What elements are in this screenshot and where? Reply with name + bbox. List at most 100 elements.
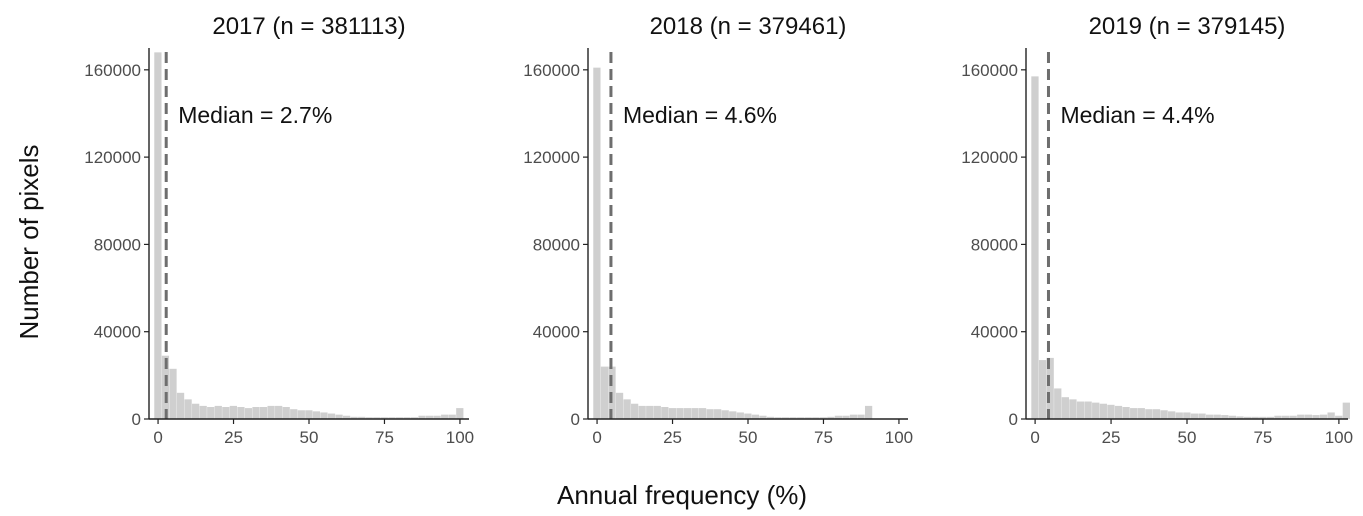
x-tick-label: 0 <box>592 428 601 447</box>
histogram-bar <box>342 415 351 419</box>
histogram-bar <box>425 415 434 419</box>
x-tick-label: 50 <box>739 428 758 447</box>
histogram-bar <box>1236 416 1244 419</box>
histogram-bar <box>395 417 404 419</box>
histogram-bar <box>282 406 290 419</box>
y-tick-label: 120000 <box>523 148 580 167</box>
histogram-bar <box>797 417 805 419</box>
histogram-bar <box>864 405 873 419</box>
x-tick-label: 0 <box>153 428 162 447</box>
histogram-bar <box>410 417 419 419</box>
histogram-bar <box>1266 416 1275 419</box>
histogram-bar <box>1038 360 1047 419</box>
histogram-bar <box>327 413 336 419</box>
histogram-bar <box>418 415 426 419</box>
histogram-bar <box>653 405 661 419</box>
y-tick-label: 0 <box>132 410 141 429</box>
histogram-bar <box>751 414 760 419</box>
histogram-bar <box>834 415 843 419</box>
y-tick-label: 40000 <box>94 323 141 342</box>
histogram-bar <box>812 417 820 419</box>
histogram-bar <box>1054 388 1062 419</box>
histogram-bar <box>267 405 275 419</box>
histogram-bar <box>207 406 215 419</box>
x-tick-label: 100 <box>1325 428 1353 447</box>
histogram-panel-3: 2019 (n = 379145) Median = 4.4% 0 40000 8000… <box>961 13 1353 447</box>
histogram-bar <box>691 408 699 419</box>
y-tick-label: 80000 <box>971 235 1018 254</box>
histogram-bar <box>1130 408 1138 419</box>
histogram-bar <box>1228 415 1237 419</box>
histogram-bar <box>222 406 230 419</box>
histogram-bar <box>600 366 609 419</box>
histogram-bar <box>214 405 222 419</box>
histogram-bar <box>849 414 858 419</box>
histogram-bar <box>676 408 684 419</box>
y-axis-title: Number of pixels <box>14 144 44 339</box>
x-tick-label: 75 <box>814 428 833 447</box>
histogram-bar <box>312 411 321 419</box>
histogram-bar <box>154 52 162 419</box>
histogram-bar <box>297 410 305 419</box>
histogram-bar <box>1137 408 1145 419</box>
histogram-bar <box>275 405 283 419</box>
histogram-bar <box>593 67 601 419</box>
y-tick-label: 0 <box>1009 410 1018 429</box>
histogram-bar <box>441 414 449 419</box>
histogram-bar <box>1031 76 1039 419</box>
histogram-bar <box>456 408 464 419</box>
y-tick-label: 80000 <box>94 235 141 254</box>
histogram-bar <box>1175 412 1183 419</box>
histogram-bar <box>1198 413 1206 419</box>
panels-group: 2017 (n = 381113) Median = 2.7% 0 40000 8000… <box>84 13 1353 447</box>
histogram-bar <box>623 399 631 419</box>
median-annotation: Median = 4.4% <box>1060 102 1214 128</box>
histogram-bar <box>857 414 865 419</box>
histogram-bar <box>192 403 200 419</box>
histogram-bar <box>1069 399 1077 419</box>
histogram-bar <box>1335 415 1343 419</box>
x-tick-label: 100 <box>885 428 913 447</box>
histogram-bar <box>1259 416 1267 419</box>
histogram-bar <box>1205 414 1214 419</box>
histogram-bar <box>729 411 737 419</box>
histogram-bar <box>1319 414 1328 419</box>
x-tick-label: 75 <box>1253 428 1272 447</box>
histogram-bar <box>1213 414 1221 419</box>
histogram-bar <box>1099 403 1107 419</box>
histogram-bar <box>169 368 177 419</box>
histogram-bar <box>403 417 411 419</box>
histogram-bar <box>229 405 238 419</box>
y-tick-label: 0 <box>571 410 580 429</box>
y-tick-label: 80000 <box>533 235 580 254</box>
histogram-bar <box>1251 416 1259 419</box>
histogram-bar <box>1183 412 1191 419</box>
histogram-bar <box>706 409 714 419</box>
histogram-bar <box>661 406 669 419</box>
panel-title: 2018 (n = 379461) <box>650 13 847 40</box>
x-tick-label: 50 <box>1178 428 1197 447</box>
histogram-bar <box>380 417 388 419</box>
x-tick-label: 75 <box>375 428 394 447</box>
histogram-bar <box>365 417 373 419</box>
histogram-bar <box>1122 406 1130 419</box>
histogram-bar <box>358 416 366 419</box>
y-tick-label: 160000 <box>961 61 1018 80</box>
histogram-bar <box>305 410 313 419</box>
histogram-bar <box>1274 415 1282 419</box>
histogram-bar <box>827 416 835 419</box>
histogram-bar <box>631 403 639 419</box>
panel-title: 2019 (n = 379145) <box>1089 13 1286 40</box>
panel-title: 2017 (n = 381113) <box>212 13 405 40</box>
histogram-bar <box>1092 402 1100 419</box>
histogram-bar <box>335 414 343 419</box>
histogram-bar <box>1061 397 1069 419</box>
histogram-bar <box>1342 402 1350 419</box>
histogram-bar <box>1160 410 1168 419</box>
histogram-bar <box>350 416 358 419</box>
x-tick-label: 25 <box>663 428 682 447</box>
y-tick-label: 160000 <box>84 61 141 80</box>
histogram-bar <box>1304 414 1313 419</box>
histogram-bar <box>388 417 396 419</box>
histogram-bar <box>804 417 812 419</box>
